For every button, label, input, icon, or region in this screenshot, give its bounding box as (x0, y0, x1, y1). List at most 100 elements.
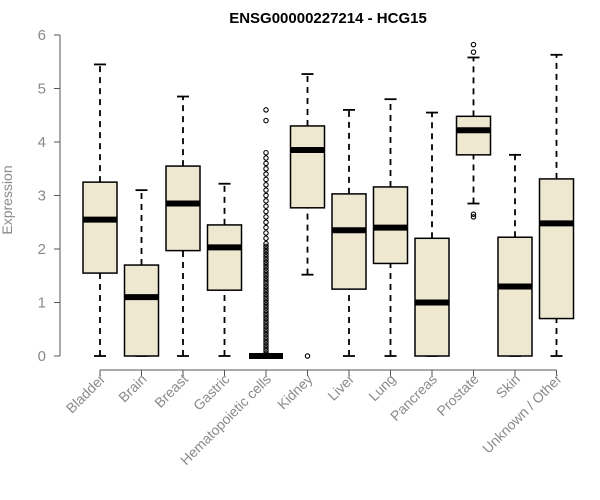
outlier-point (263, 264, 269, 271)
box-group (497, 153, 533, 357)
outlier-point (263, 251, 269, 258)
outlier-point (263, 256, 269, 263)
x-tick-label: Bladder (63, 371, 109, 417)
outlier-point (263, 321, 269, 327)
outlier-point (263, 235, 269, 242)
outlier-point (263, 166, 269, 172)
outlier-point (263, 240, 269, 247)
outlier-point (263, 350, 269, 357)
outlier-point (263, 329, 269, 335)
outlier-point (263, 171, 269, 177)
outlier-point (263, 334, 269, 341)
outlier-point (263, 107, 269, 113)
outlier-point (263, 267, 269, 274)
outlier-point (263, 208, 269, 215)
outlier-point (263, 192, 269, 199)
x-tick-label: Liver (324, 371, 357, 404)
outlier-point (263, 305, 269, 311)
iqr-box (289, 125, 326, 209)
y-tick-label: 0 (38, 348, 46, 365)
outlier-point (263, 297, 269, 303)
box-group (372, 98, 409, 357)
y-tick-label: 4 (38, 134, 46, 151)
box-group (82, 63, 118, 357)
box-group (331, 109, 367, 357)
outlier-point (263, 187, 269, 193)
outlier-point (263, 326, 269, 332)
outlier-point (263, 248, 269, 255)
iqr-box (123, 264, 160, 357)
box-group (249, 107, 283, 359)
outlier-point (263, 307, 269, 314)
outlier-point (263, 299, 269, 306)
x-tick-label: Brain (115, 371, 149, 405)
outlier-point (263, 160, 269, 167)
outlier-point (263, 281, 269, 287)
outlier-point (263, 214, 269, 220)
outlier-point (263, 224, 269, 231)
iqr-box (165, 165, 201, 252)
y-tick-label: 3 (38, 188, 46, 205)
y-tick-label: 6 (38, 27, 46, 44)
outlier-point (263, 291, 269, 298)
outlier-point (263, 246, 269, 252)
outlier-point (263, 283, 269, 290)
outlier-point (470, 214, 477, 220)
x-tick-label: Prostate (433, 371, 481, 419)
outlier-point (263, 262, 269, 268)
box-group (538, 53, 575, 357)
outlier-point (263, 323, 269, 330)
outlier-point (263, 117, 269, 124)
outlier-point (263, 243, 269, 250)
outlier-point (263, 337, 269, 343)
outlier-point (263, 286, 269, 292)
outlier-point (263, 198, 269, 204)
outlier-point (263, 149, 269, 156)
outlier-point (263, 289, 269, 295)
box-group (289, 73, 326, 359)
iqr-box (538, 178, 575, 320)
outlier-point (263, 219, 269, 226)
outlier-point (470, 211, 477, 217)
outlier-point (263, 313, 269, 319)
box-group (455, 41, 492, 220)
outlier-point (263, 176, 269, 183)
iqr-box (82, 181, 118, 274)
box-group (123, 189, 160, 357)
outlier-point (263, 342, 269, 349)
iqr-box (206, 224, 243, 291)
outlier-point (304, 353, 311, 359)
outlier-point (470, 49, 477, 55)
y-tick-label: 1 (38, 295, 46, 312)
outlier-point (263, 259, 269, 266)
outlier-point (263, 272, 269, 279)
outlier-point (263, 254, 269, 260)
box-group (414, 111, 450, 357)
y-axis: 0 1 2 3 4 5 6 (38, 27, 61, 365)
outlier-point (263, 315, 269, 322)
outlier-point (263, 203, 269, 209)
outlier-point (263, 345, 269, 351)
outlier-point (263, 182, 269, 188)
outlier-point (263, 278, 269, 284)
outlier-point (470, 41, 477, 48)
outlier-point (263, 275, 269, 282)
outlier-point (263, 230, 269, 236)
iqr-box (455, 115, 492, 156)
boxes-layer (82, 41, 575, 359)
outlier-point (263, 347, 269, 354)
outlier-point (263, 339, 269, 346)
x-tick-label: Unknown / Other (479, 371, 565, 457)
x-tick-label: Kidney (274, 371, 316, 413)
iqr-box (331, 193, 367, 290)
outlier-point (263, 270, 269, 276)
y-tick-label: 2 (38, 241, 46, 258)
outlier-point (263, 310, 269, 316)
outlier-point (263, 294, 269, 300)
y-axis-label: Expression (0, 165, 15, 234)
iqr-box (414, 237, 450, 357)
x-tick-label: Skin (493, 371, 524, 402)
outlier-point (263, 331, 269, 338)
